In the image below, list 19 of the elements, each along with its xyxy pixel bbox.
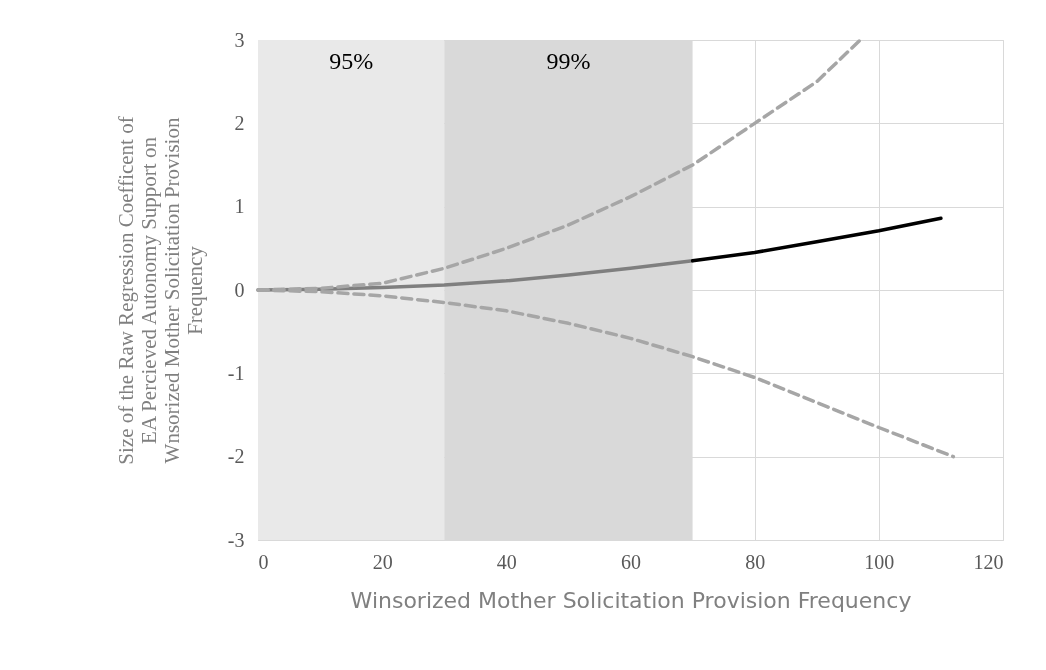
x-tick-label: 120 <box>973 550 1004 573</box>
y-tick-label: -2 <box>227 445 245 468</box>
y-tick-label: -1 <box>227 361 245 384</box>
y-tick-label: 2 <box>234 111 245 134</box>
x-tick-label: 20 <box>372 550 393 573</box>
y-tick-label: 3 <box>234 28 245 51</box>
x-axis-title: Winsorized Mother Solicitation Provision Frequency <box>350 587 912 613</box>
x-tick-label: 0 <box>258 550 269 573</box>
x-tick-label: 40 <box>496 550 517 573</box>
x-tick-label: 60 <box>621 550 641 573</box>
y-tick-label: 0 <box>234 278 245 301</box>
line-series <box>690 216 943 263</box>
y-tick-label: -3 <box>227 528 245 551</box>
x-tick-label: 80 <box>745 550 766 573</box>
band-label: 95% <box>329 48 374 74</box>
y-tick-label: 1 <box>234 195 245 218</box>
band-label: 99% <box>546 48 591 74</box>
x-tick-label: 100 <box>864 550 895 573</box>
y-axis-title: Size of the Raw Regression Coefficent of EA Percieved Autonomy Support on Wnsorized Mother Solicitation Provision Frequency <box>113 116 207 465</box>
